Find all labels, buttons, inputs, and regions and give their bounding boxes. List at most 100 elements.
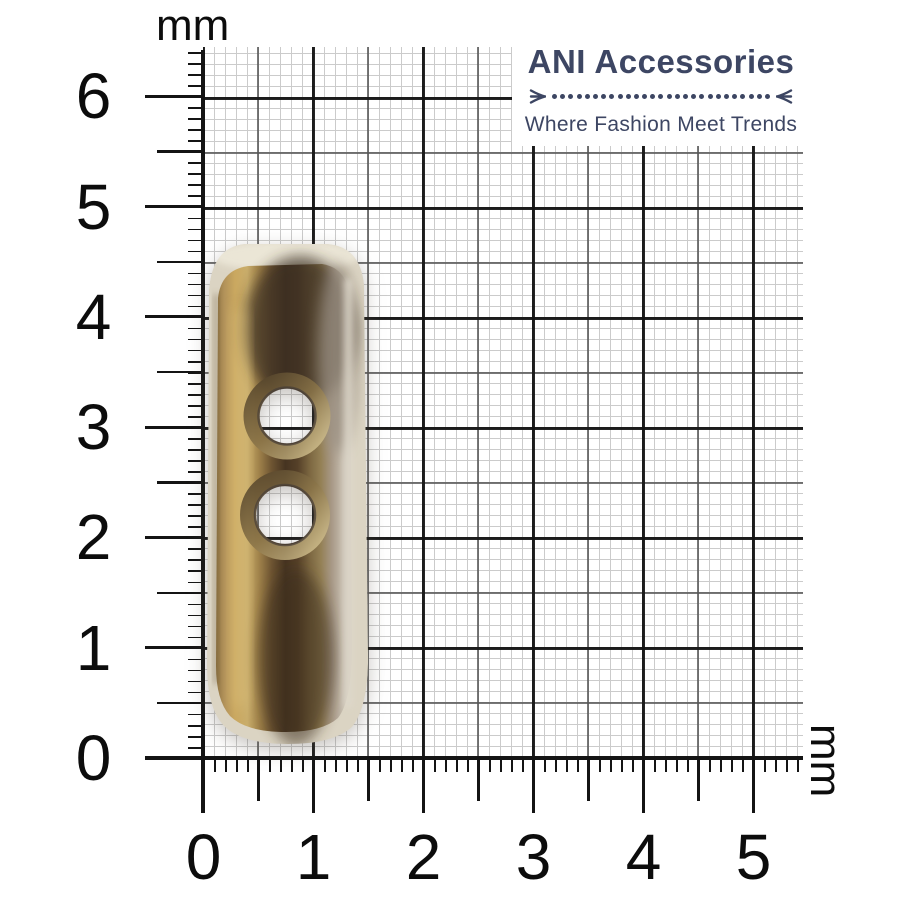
ruler-tick (247, 756, 249, 772)
ruler-tick (188, 416, 203, 418)
ruler-tick (188, 52, 203, 54)
ruler-tick (467, 756, 469, 772)
x-axis-number: 2 (405, 821, 442, 893)
ruler-tick (188, 394, 203, 396)
ruler-tick (188, 195, 203, 198)
brand-tagline: Where Fashion Meet Trends (524, 113, 798, 136)
ruler-tick (751, 756, 755, 813)
ruler-tick (797, 756, 799, 772)
ruler-tick (188, 184, 203, 187)
ruler-tick (641, 756, 645, 813)
divider-dot (625, 94, 631, 99)
ruler-tick (188, 272, 203, 275)
ruler-tick (489, 756, 491, 772)
ruler-tick (188, 548, 203, 551)
ruler-tick (188, 217, 203, 220)
ruler-tick (188, 460, 203, 462)
ruler-tick (379, 756, 381, 772)
ruler-tick (621, 756, 623, 772)
ruler-tick (311, 756, 315, 813)
ruler-tick (587, 756, 590, 801)
ruler-tick (188, 438, 203, 440)
ruler-tick (145, 756, 203, 760)
ruler-tick (676, 756, 678, 772)
ruler-tick (401, 756, 403, 772)
ruler-tick (188, 327, 203, 330)
y-axis-line (201, 50, 205, 813)
horn-toggle-button-photo (207, 241, 369, 746)
ruler-tick (157, 260, 203, 264)
ruler-tick (566, 756, 568, 772)
ruler-tick (188, 63, 203, 65)
ruler-tick (188, 283, 203, 286)
ruler-tick (157, 591, 203, 595)
ruler-tick (188, 570, 203, 573)
ruler-tick (445, 756, 447, 772)
ruler-tick (188, 614, 203, 617)
ruler-tick (280, 756, 282, 772)
y-axis-number: 0 (75, 722, 112, 794)
ruler-tick (188, 658, 203, 661)
ruler-tick (188, 504, 203, 506)
ruler-tick (188, 746, 203, 749)
ruler-tick (577, 756, 579, 772)
ruler-tick (188, 669, 203, 672)
divider-arrow-right-icon (776, 89, 793, 104)
divider-dot (707, 94, 713, 99)
ruler-tick (357, 756, 359, 772)
divider-dot (576, 94, 582, 99)
ruler-tick (188, 405, 203, 407)
divider-dot (715, 94, 721, 99)
ruler-tick (188, 636, 203, 639)
ruler-tick (456, 756, 458, 772)
ruler-tick (188, 349, 203, 352)
ruler-tick (188, 515, 203, 517)
ruler-tick (188, 107, 203, 109)
button-hole-top-recess (243, 372, 331, 460)
x-axis-line (145, 756, 803, 760)
button-hole-bottom-recess (240, 470, 330, 560)
y-axis-unit-label: mm (156, 1, 230, 50)
divider-dot (633, 94, 639, 99)
ruler-tick (188, 526, 203, 528)
ruler-tick (269, 756, 271, 772)
ruler-tick (145, 535, 203, 539)
ruler-tick (709, 756, 711, 772)
divider-dot (560, 94, 566, 99)
divider-dot (609, 94, 615, 99)
ruler-tick (157, 150, 203, 153)
ruler-tick (367, 756, 370, 801)
divider-dot (658, 94, 664, 99)
ruler-tick (531, 756, 535, 813)
ruler-tick (236, 756, 238, 772)
button-hole-top-edge (257, 386, 317, 446)
ruler-tick (335, 756, 337, 772)
ruler-tick (764, 756, 766, 772)
divider-dot (584, 94, 590, 99)
ruler-tick (421, 756, 425, 813)
ruler-tick (188, 680, 203, 683)
ruler-tick (188, 559, 203, 562)
ruler-tick (188, 129, 203, 131)
x-axis-unit-label: mm (801, 724, 850, 798)
y-axis-number: 1 (75, 611, 112, 684)
ruler-tick (522, 756, 524, 772)
ruler-tick (188, 140, 203, 142)
ruler-tick (188, 228, 203, 231)
x-axis-number: 3 (515, 821, 552, 893)
ruler-tick (257, 756, 260, 801)
divider-dot (552, 94, 557, 99)
ruler-tick (731, 756, 733, 772)
ruler-tick (188, 294, 203, 297)
divider-dot (592, 94, 598, 99)
ruler-tick (145, 94, 203, 98)
ruler-tick (188, 603, 203, 606)
logo-background-patch (512, 40, 810, 146)
ruler-tick (188, 162, 203, 164)
ruler-tick (188, 449, 203, 451)
ruler-tick (188, 85, 203, 87)
ruler-tick (500, 756, 502, 772)
ruler-tick (188, 173, 203, 175)
ruler-tick (188, 691, 203, 694)
